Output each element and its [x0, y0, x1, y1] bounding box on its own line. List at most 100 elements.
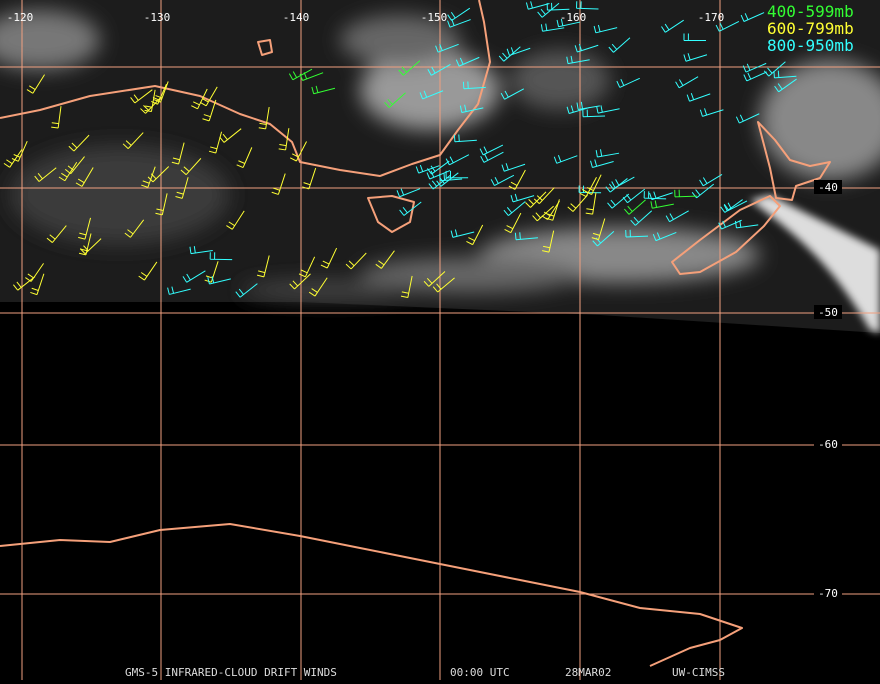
wind-barb — [510, 193, 535, 203]
wind-barb — [180, 158, 202, 176]
wind-barb — [649, 191, 673, 201]
wind-barb — [480, 151, 504, 163]
wind-barb — [661, 19, 684, 33]
wind-barb — [308, 277, 328, 297]
wind-barb — [630, 210, 653, 226]
wind-barb — [652, 231, 677, 242]
wind-barb — [591, 218, 606, 241]
wind-barb — [625, 229, 649, 238]
wind-barb — [498, 46, 521, 62]
wind-barb — [455, 56, 480, 67]
wind-barb — [278, 128, 290, 151]
wind-barb — [3, 148, 23, 168]
wind-barb — [311, 85, 336, 95]
longitude-label: -170 — [698, 11, 725, 24]
wind-barb — [683, 33, 706, 42]
wind-barb — [501, 163, 526, 172]
longitude-labels: -120 -130 -140 -150 -160 -170 — [7, 11, 725, 24]
wind-barb — [226, 210, 245, 230]
footer-time: 00:00 UTC — [450, 666, 510, 679]
wind-barb — [208, 131, 223, 154]
wind-barb — [650, 200, 674, 209]
wind-barb — [542, 230, 555, 253]
wind-barb — [699, 174, 723, 187]
wind-barb — [590, 159, 614, 168]
legend-entry: 400-599mb — [767, 2, 854, 21]
wind-barb — [289, 141, 307, 162]
wind-barb — [302, 167, 317, 190]
wind-barb — [34, 167, 57, 182]
footer-date: 28MAR02 — [565, 666, 611, 679]
wind-barb — [428, 174, 451, 190]
wind-barb — [167, 286, 191, 295]
wind-barb — [384, 92, 406, 108]
wind-barb — [566, 105, 591, 115]
wind-barb — [616, 77, 640, 88]
longitude-label: -150 — [421, 11, 448, 24]
wind-barb — [375, 250, 395, 269]
wind-barb — [400, 275, 413, 299]
wind-barb — [399, 201, 422, 216]
wind-barb — [553, 155, 578, 164]
wind-barb — [734, 220, 759, 229]
legend: 400-599mb 600-799mb 800-950mb — [767, 2, 854, 55]
wind-barb — [68, 134, 90, 152]
wind-barb — [665, 210, 689, 223]
wind-barb — [30, 273, 45, 296]
wind-barb — [236, 147, 253, 169]
wind-barb — [674, 189, 697, 198]
wind-barb — [686, 92, 711, 102]
wind-barb — [576, 1, 599, 10]
wind-barb — [423, 271, 446, 287]
longitude-label: -120 — [7, 11, 34, 24]
wind-barb — [130, 89, 153, 104]
wind-barb — [26, 74, 45, 94]
wind-barb — [175, 177, 189, 199]
wind-barb — [419, 90, 444, 100]
wind-barb — [525, 1, 550, 10]
wind-barb — [75, 167, 94, 187]
longitude-label: -130 — [144, 11, 171, 24]
wind-barb — [13, 276, 36, 291]
wind-barb — [533, 187, 555, 204]
wind-barb — [624, 199, 646, 215]
wind-barb — [541, 200, 560, 220]
wind-barb — [289, 273, 311, 290]
wind-barb — [435, 43, 459, 53]
wind-barb — [141, 166, 156, 188]
latitude-label: -40 — [818, 181, 838, 194]
wind-barb — [298, 256, 316, 278]
longitude-label: -140 — [283, 11, 310, 24]
wind-barb — [462, 81, 486, 90]
wind-barb — [500, 88, 525, 100]
wind-barb — [735, 113, 760, 124]
footer-product: GMS-5 INFRARED-CLOUD DRIFT WINDS — [125, 666, 337, 679]
legend-entry: 800-950mb — [767, 36, 854, 55]
wind-barb — [171, 142, 185, 165]
wind-barb — [585, 174, 602, 195]
wind-barb — [151, 83, 167, 105]
wind-barb — [611, 176, 635, 189]
wind-barb — [396, 188, 421, 198]
wind-barb — [199, 86, 218, 107]
wind-barb — [345, 252, 367, 270]
wind-barb — [490, 174, 515, 186]
wind-barb — [258, 107, 270, 130]
wind-barb — [582, 109, 606, 118]
wind-barb — [256, 255, 270, 278]
wind-barb — [691, 183, 715, 199]
wind-barb — [447, 7, 471, 21]
wind-barb — [596, 105, 620, 114]
latitude-label: -60 — [818, 438, 838, 451]
wind-barb — [453, 134, 477, 143]
wind-barbs — [3, 1, 797, 299]
cloud-band — [750, 195, 880, 333]
wind-barb — [567, 194, 588, 212]
footer-source: UW-CIMSS — [672, 666, 725, 679]
wind-barb — [459, 104, 484, 113]
wind-barb — [479, 144, 504, 156]
wind-barb — [608, 37, 631, 53]
wind-barb — [504, 212, 522, 234]
wind-barb — [607, 193, 630, 209]
